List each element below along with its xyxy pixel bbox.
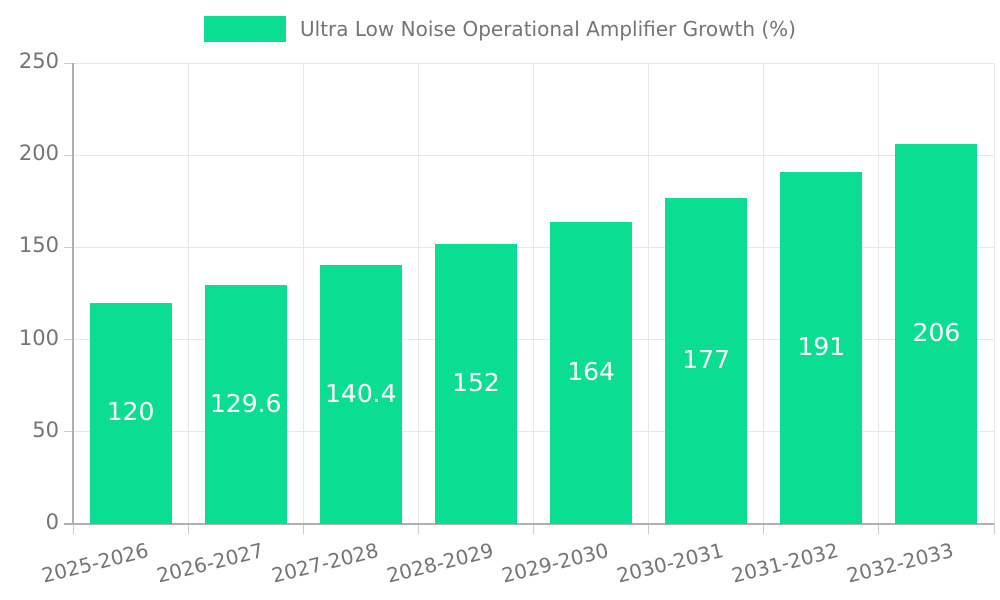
- x-gridline: [302, 63, 304, 524]
- y-tick-label: 150: [18, 233, 59, 258]
- x-gridline: [878, 63, 880, 524]
- x-tick-mark: [72, 524, 74, 534]
- bar-value-label: 206: [912, 318, 961, 348]
- x-category-label: 2031-2032: [729, 538, 842, 588]
- x-tick-mark: [533, 524, 534, 534]
- bar-value-label: 129.6: [209, 388, 282, 418]
- x-category-label: 2027-2028: [269, 538, 381, 588]
- x-gridline: [648, 63, 650, 524]
- x-tick-mark: [993, 524, 995, 534]
- x-category-label: 2029-2030: [499, 538, 611, 588]
- y-tick-mark: [64, 62, 73, 64]
- y-axis-line: [72, 63, 74, 524]
- x-tick-mark: [187, 524, 189, 534]
- y-tick-mark: [64, 246, 73, 248]
- bar-value-label: 191: [797, 331, 846, 361]
- x-gridline: [533, 63, 534, 524]
- x-tick-mark: [417, 524, 419, 534]
- x-axis-line: [64, 523, 994, 525]
- y-tick-mark: [64, 154, 73, 156]
- chart-legend[interactable]: Ultra Low Noise Operational Amplifier Gr…: [0, 16, 1000, 42]
- x-category-label: 2030-2031: [614, 538, 726, 588]
- bar: [550, 221, 633, 524]
- bar-value-label: 177: [682, 344, 731, 374]
- bar: [895, 144, 978, 524]
- legend-swatch: [204, 16, 287, 42]
- bar: [319, 265, 402, 524]
- legend-series-label: Ultra Low Noise Operational Amplifier Gr…: [300, 17, 796, 41]
- x-category-label: 2026-2027: [153, 538, 266, 588]
- bar-value-label: 140.4: [325, 378, 397, 408]
- x-gridline: [187, 63, 189, 524]
- bar-value-label: 120: [106, 397, 155, 427]
- bar: [780, 171, 863, 524]
- bar-value-label: 152: [452, 367, 500, 397]
- x-tick-mark: [763, 524, 765, 534]
- y-tick-label: 0: [45, 510, 59, 534]
- bar: [204, 285, 287, 524]
- x-gridline: [763, 63, 765, 524]
- bar: [665, 197, 748, 524]
- x-category-label: 2025-2026: [38, 538, 151, 588]
- y-tick-mark: [64, 339, 73, 341]
- x-category-label: 2032-2033: [844, 538, 957, 588]
- x-gridline: [993, 63, 995, 524]
- y-tick-label: 200: [18, 141, 59, 166]
- y-tick-label: 100: [18, 325, 59, 350]
- y-tick-label: 50: [32, 417, 59, 442]
- x-category-label: 2028-2029: [384, 538, 496, 588]
- bar: [89, 302, 172, 524]
- x-tick-mark: [648, 524, 650, 534]
- bar-value-label: 164: [567, 356, 615, 386]
- bar: [434, 243, 517, 524]
- x-tick-mark: [302, 524, 304, 534]
- x-gridline: [417, 63, 419, 524]
- x-tick-mark: [878, 524, 880, 534]
- y-tick-label: 250: [18, 49, 59, 73]
- y-tick-mark: [64, 431, 73, 433]
